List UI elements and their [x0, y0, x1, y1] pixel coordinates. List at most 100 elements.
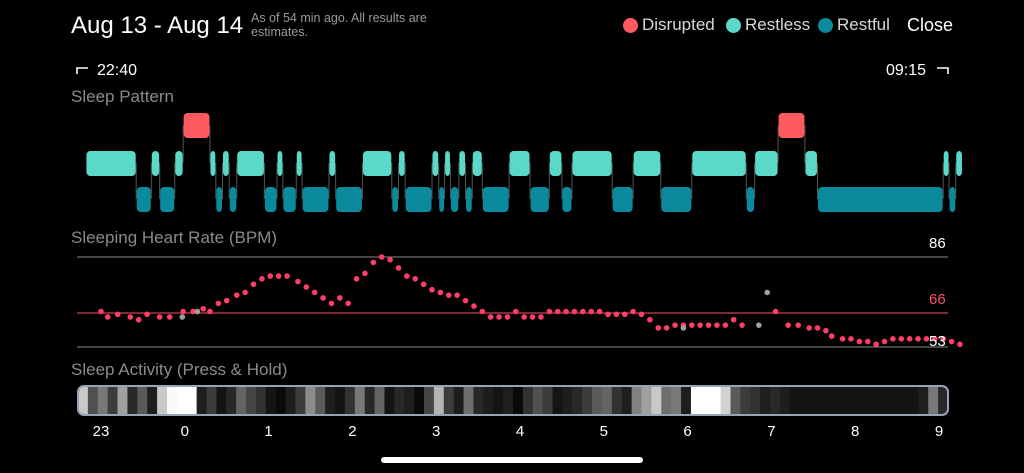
hr-point	[571, 308, 578, 315]
activity-stripe	[344, 386, 356, 415]
heart-rate-chart	[77, 254, 963, 348]
segment-restless	[296, 151, 302, 176]
activity-stripe	[394, 386, 405, 415]
start-bracket-icon	[76, 67, 88, 74]
segment-disrupted	[183, 113, 210, 138]
start-time: 22:40	[97, 62, 138, 79]
activity-stripe	[265, 386, 277, 415]
activity-stripe	[740, 386, 751, 415]
legend-label: Disrupted	[642, 15, 715, 34]
hr-point	[714, 322, 720, 328]
hr-point	[337, 295, 343, 301]
hr-point	[521, 314, 527, 320]
activity-stripe	[710, 386, 722, 415]
activity-stripe	[631, 386, 643, 415]
hr-point	[848, 336, 854, 342]
segment-disrupted	[778, 113, 805, 138]
hr-point	[898, 336, 905, 342]
hr-point	[513, 308, 519, 315]
hr-point	[563, 308, 569, 315]
x-tick-label: 1	[264, 423, 273, 440]
legend-restless: Restless	[726, 15, 810, 35]
activity-stripe	[799, 386, 811, 415]
segment-restless	[398, 151, 405, 176]
end-time: 09:15	[886, 62, 927, 79]
hr-point	[621, 311, 628, 318]
hr-point	[487, 314, 494, 320]
hr-point	[353, 276, 360, 282]
hr-point	[378, 254, 385, 260]
activity-stripe	[226, 386, 237, 415]
activity-stripe	[404, 386, 415, 415]
activity-stripe	[928, 386, 939, 415]
activity-stripe	[621, 386, 633, 415]
home-indicator[interactable]	[381, 457, 643, 463]
hr-point	[814, 325, 821, 331]
activity-stripe	[453, 386, 465, 415]
hr-point	[275, 273, 282, 279]
hr-point	[437, 289, 444, 296]
segment-restful	[530, 187, 549, 212]
segment-restless	[549, 151, 562, 176]
hr-point	[328, 300, 335, 307]
segment-restful	[216, 187, 223, 212]
hr-point	[311, 289, 318, 296]
activity-stripe	[216, 386, 227, 415]
hr-point	[387, 256, 393, 263]
segment-restless	[445, 151, 450, 176]
hr-point	[242, 289, 248, 296]
hr-point	[638, 311, 645, 318]
hr-point	[538, 314, 544, 320]
legend-label: Restless	[745, 15, 811, 34]
activity-stripe	[97, 386, 109, 415]
activity-stripe	[117, 386, 129, 415]
activity-stripe	[839, 386, 850, 415]
hr-point	[864, 338, 871, 345]
close-button[interactable]: Close	[907, 15, 954, 35]
activity-stripe	[690, 386, 702, 415]
segment-restless	[692, 151, 746, 176]
hr-point	[429, 286, 435, 293]
sleep-pattern-title: Sleep Pattern	[71, 87, 175, 106]
segment-restful	[405, 187, 432, 212]
activity-stripe	[443, 386, 455, 415]
activity-stripe	[868, 386, 880, 415]
hr-point	[739, 322, 745, 328]
hr-point	[613, 311, 620, 318]
activity-stripe	[305, 386, 316, 415]
hr-point	[672, 322, 678, 328]
activity-stripe	[374, 386, 386, 415]
hr-point	[395, 265, 402, 271]
hr-point	[420, 281, 427, 288]
hr-point	[114, 311, 121, 318]
hr-point	[259, 276, 265, 282]
activity-stripe	[354, 386, 366, 415]
activity-title: Sleep Activity (Press & Hold)	[71, 360, 288, 379]
segment-restless	[472, 151, 482, 176]
hr-point	[320, 295, 326, 301]
activity-stripe	[809, 386, 821, 415]
activity-stripe	[720, 386, 732, 415]
activity-stripe	[255, 386, 267, 415]
hr-point	[785, 322, 791, 328]
activity-stripe	[661, 386, 672, 415]
hr-point	[504, 314, 511, 320]
hr-point	[295, 278, 301, 285]
hr-point	[135, 316, 142, 323]
activity-stripe	[760, 386, 771, 415]
hr-point	[906, 336, 913, 342]
segment-restless	[755, 151, 778, 176]
activity-stripe	[246, 386, 257, 415]
segment-restful	[612, 187, 633, 212]
activity-stripe	[878, 386, 890, 415]
segment-restless	[223, 151, 229, 176]
activity-stripe	[315, 386, 326, 415]
hr-point-gray	[756, 322, 762, 328]
segment-restful	[466, 187, 472, 212]
x-tick-label: 5	[599, 423, 608, 440]
segment-restless	[277, 151, 283, 176]
activity-stripe	[582, 386, 593, 415]
x-tick-label: 23	[92, 423, 110, 440]
